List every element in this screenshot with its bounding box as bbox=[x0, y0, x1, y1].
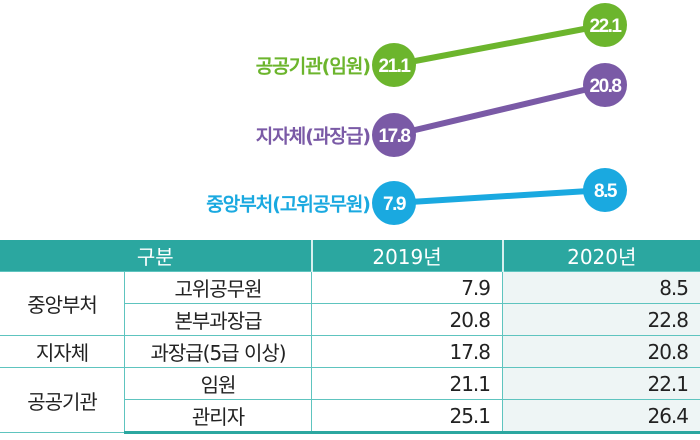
data-label: 8.5 bbox=[594, 181, 618, 202]
series-line bbox=[393, 22, 606, 68]
data-point bbox=[583, 168, 627, 212]
data-label: 17.8 bbox=[379, 126, 411, 147]
data-point bbox=[583, 63, 627, 107]
data-label: 22.1 bbox=[590, 16, 623, 37]
item-cell: 본부과장급 bbox=[124, 303, 312, 336]
value-2019: 25.1 bbox=[311, 399, 503, 434]
series-label: 중앙부처(고위공무원) bbox=[206, 193, 371, 216]
data-label: 21.1 bbox=[379, 56, 412, 77]
value-2019: 20.8 bbox=[311, 303, 503, 336]
group-cell: 지자체 bbox=[0, 335, 125, 368]
value-2019: 17.8 bbox=[311, 335, 503, 368]
series-line bbox=[393, 187, 606, 206]
series-line bbox=[393, 82, 606, 138]
data-point bbox=[372, 43, 416, 87]
table-row: 지자체 과장급(5급 이상) 17.8 20.8 bbox=[0, 335, 700, 368]
header-category: 구분 bbox=[0, 240, 312, 272]
header-2019: 2019년 bbox=[310, 240, 503, 272]
value-2019: 21.1 bbox=[311, 367, 503, 400]
slope-chart: 21.1 22.1 17.8 20.8 7.9 8.5 공공기관(임원) 지자체(과장급) 중앙… bbox=[206, 3, 627, 225]
header-2020: 2020년 bbox=[501, 240, 700, 272]
table-header: 구분 2019년 2020년 bbox=[0, 240, 700, 272]
item-cell: 고위공무원 bbox=[124, 271, 312, 304]
group-cell: 공공기관 bbox=[0, 367, 125, 433]
table-row: 공공기관 임원 21.1 22.1 bbox=[0, 367, 700, 433]
series-label: 지자체(과장급) bbox=[255, 125, 371, 148]
value-2020: 22.8 bbox=[502, 303, 700, 336]
series-label: 공공기관(임원) bbox=[255, 55, 371, 78]
group-cell: 중앙부처 bbox=[0, 271, 125, 336]
value-2020: 8.5 bbox=[502, 271, 700, 304]
data-label: 20.8 bbox=[590, 76, 622, 97]
value-2020: 20.8 bbox=[502, 335, 700, 368]
slope-chart-svg: 21.1 22.1 17.8 20.8 7.9 8.5 bbox=[372, 3, 627, 225]
item-cell: 관리자 bbox=[124, 399, 312, 434]
table-row: 관리자 25.1 26.4 bbox=[0, 399, 700, 434]
data-point bbox=[372, 113, 416, 157]
value-2019: 7.9 bbox=[311, 271, 503, 304]
value-2020: 26.4 bbox=[502, 399, 700, 434]
item-cell: 과장급(5급 이상) bbox=[124, 335, 312, 368]
data-point bbox=[372, 181, 416, 225]
data-table: 구분 2019년 2020년 중앙부처 고위공무원 7.9 8.5 본부과장급 … bbox=[0, 240, 700, 434]
data-label: 7.9 bbox=[383, 194, 406, 215]
value-2020: 22.1 bbox=[502, 367, 700, 400]
table-row: 중앙부처 고위공무원 7.9 8.5 bbox=[0, 271, 700, 336]
item-cell: 임원 bbox=[124, 367, 312, 400]
data-point bbox=[583, 3, 627, 47]
